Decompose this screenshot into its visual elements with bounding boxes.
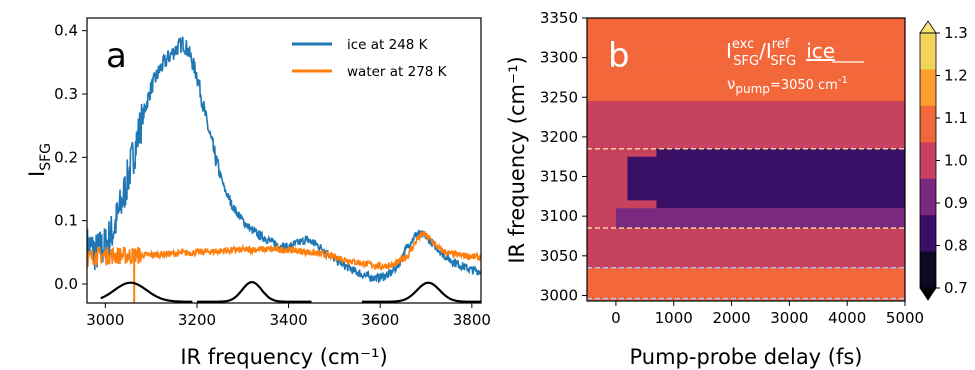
colorbar-segment (920, 142, 936, 179)
pump-nu: ν (727, 75, 735, 93)
panel-b-xtick-label: 1000 (655, 309, 693, 327)
panel-b-xtick-label: 4000 (828, 309, 866, 327)
colorbar-segment (920, 33, 936, 70)
panel-b-xtick-label: 2000 (712, 309, 750, 327)
panel-a-letter: a (106, 36, 127, 76)
colorbar-bottom-arrow (920, 288, 936, 300)
panel-a-ylabel-sub: SFG (38, 143, 54, 171)
colorbar-segment (920, 106, 936, 143)
pump-sup: -1 (838, 75, 848, 86)
ratio-sub-sfg2: SFG (770, 54, 796, 69)
panel-a-ylabel: ISFG (25, 143, 54, 177)
panel-b-chart: 0 1000 2000 3000 4000 5000 3000 3050 3100 3150 320… (505, 9, 968, 369)
gaussian-component (197, 282, 312, 302)
ratio-material: ice (806, 39, 835, 63)
panel-b-ytick-label: 3050 (540, 247, 578, 265)
panel-a-xtick-label: 3000 (86, 311, 124, 329)
panel-b-ytick-label: 3300 (540, 49, 578, 67)
svg-text:ISFG: ISFG (25, 143, 54, 177)
colorbar-segment (920, 215, 936, 252)
ratio-sub-sfg1: SFG (733, 54, 759, 69)
panel-a-xtick-label: 3600 (361, 311, 399, 329)
colorbar-tick-label: 1.1 (944, 109, 968, 127)
colorbar-tick-label: 1.0 (944, 152, 968, 170)
colorbar-segment (920, 252, 936, 289)
panel-b-ytick-label: 3200 (540, 128, 578, 146)
panel-b-ytick-label: 3100 (540, 207, 578, 225)
colorbar-segment (920, 69, 936, 106)
pump-sub: pump (735, 82, 770, 96)
heatmap-band (587, 228, 905, 268)
panel-b-xtick-label: 5000 (886, 309, 924, 327)
panel-a-chart: 3000 3200 3400 3600 3800 0.0 0.1 0.2 0.3 0.4 a ic… (25, 18, 491, 369)
panel-b-ytick-label: 3150 (540, 168, 578, 186)
panel-b-xlabel: Pump-probe delay (fs) (629, 345, 862, 369)
panel-a-ytick-label: 0.0 (54, 275, 78, 293)
panel-b-ytick-label: 3250 (540, 88, 578, 106)
gaussian-component (362, 283, 481, 302)
panel-a-ytick-label: 0.2 (54, 148, 78, 166)
panel-a-xlabel-text: IR frequency (cm⁻¹) (180, 345, 387, 369)
panel-b-ytick-label: 3350 (540, 9, 578, 27)
colorbar-tick-label: 0.8 (944, 237, 968, 255)
colorbar-top-arrow (920, 21, 936, 33)
colorbar-segment (920, 179, 936, 216)
panel-b-xtick-label: 3000 (770, 309, 808, 327)
heatmap-band (587, 101, 905, 149)
legend-label-water: water at 278 K (347, 64, 448, 80)
panel-a-xtick-label: 3200 (178, 311, 216, 329)
panel-b-ytick-label: 3000 (540, 286, 578, 304)
colorbar-tick-label: 1.2 (944, 67, 968, 85)
panel-a-xtick-label: 3400 (269, 311, 307, 329)
panel-b-letter: b (608, 36, 630, 76)
pump-value: =3050 cm (770, 78, 838, 93)
panel-a-ytick-label: 0.3 (54, 85, 78, 103)
colorbar-tick-label: 0.9 (944, 194, 968, 212)
heatmap-band (656, 149, 905, 208)
panel-a-xtick-label: 3800 (453, 311, 491, 329)
heatmap-early-dip (627, 157, 667, 201)
panel-a-ytick-label: 0.4 (54, 22, 78, 40)
colorbar-tick-label: 0.7 (944, 279, 968, 297)
legend-label-ice: ice at 248 K (347, 37, 429, 53)
panel-a-xlabel: IR frequency (cm⁻¹) (180, 345, 387, 369)
panel-a-legend: ice at 248 K water at 278 K (292, 37, 448, 80)
panel-a-ytick-label: 0.1 (54, 212, 78, 230)
colorbar-tick-label: 1.3 (944, 24, 968, 42)
heatmap-band (601, 208, 905, 228)
colorbar: 0.7 0.8 0.9 1.0 1.1 1.2 1.3 (920, 21, 968, 300)
heatmap-early-region (587, 149, 616, 268)
panel-b-ylabel: IR frequency (cm⁻¹) (505, 56, 529, 263)
panel-b-xtick-label: 0 (611, 309, 621, 327)
ratio-sup-exc: exc (732, 37, 754, 52)
panel-a-frame (87, 18, 481, 303)
gaussian-component (101, 283, 193, 302)
heatmap-band (587, 268, 905, 301)
ratio-sup-ref: ref (772, 37, 790, 52)
